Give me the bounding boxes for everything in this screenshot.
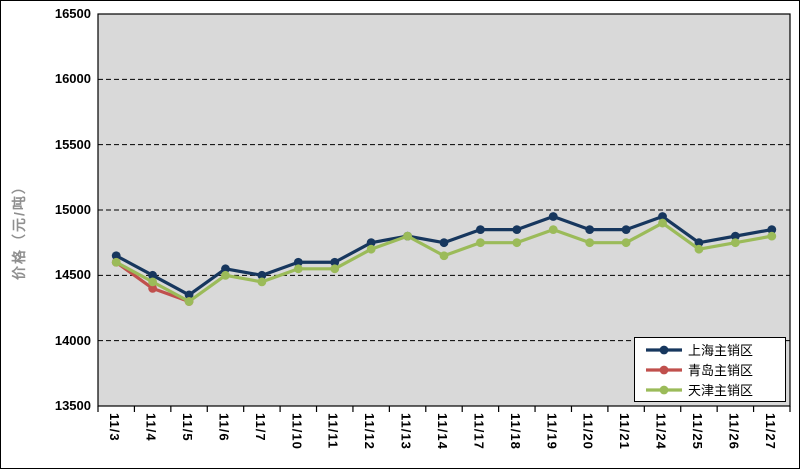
series-marker-tianjin	[548, 225, 558, 235]
x-tick-label: 11/17	[471, 413, 487, 450]
series-marker-tianjin	[694, 244, 704, 254]
x-tick-label: 11/7	[252, 413, 268, 442]
y-tick-label: 16500	[54, 6, 91, 21]
series-marker-tianjin	[148, 277, 158, 287]
y-tick-label: 14000	[54, 332, 91, 348]
x-tick-label: 11/14	[435, 413, 450, 450]
y-tick-label: 13500	[54, 398, 91, 413]
y-tick-label: 15000	[54, 202, 91, 217]
legend-label: 青岛主销区	[688, 363, 754, 378]
x-tick-label: 11/25	[689, 413, 705, 450]
series-marker-tianjin	[111, 257, 121, 267]
series-marker-shanghai	[548, 212, 558, 221]
series-marker-shanghai	[330, 257, 340, 267]
x-tick-label: 11/24	[653, 413, 669, 450]
series-marker-tianjin	[767, 231, 777, 241]
series-marker-shanghai	[366, 238, 376, 248]
series-marker-shanghai	[293, 257, 303, 267]
series-marker-shanghai	[512, 225, 522, 235]
series-marker-shanghai	[184, 290, 194, 300]
series-marker-tianjin	[403, 231, 412, 241]
legend-marker-icon	[646, 345, 682, 354]
series-marker-shanghai	[148, 270, 158, 280]
legend-item-qingdao: 青岛主销区	[645, 360, 785, 379]
x-tick-label: 11/21	[617, 413, 633, 450]
x-tick-label: 11/12	[362, 413, 378, 450]
legend-label: 天津主销区	[688, 383, 754, 398]
series-marker-qingdao	[148, 284, 158, 293]
series-marker-tianjin	[221, 270, 230, 280]
legend-marker-icon	[646, 385, 682, 394]
series-marker-shanghai	[221, 264, 230, 274]
series-marker-tianjin	[621, 238, 631, 248]
x-tick-label: 11/18	[507, 413, 523, 450]
y-tick-label: 15500	[54, 136, 91, 152]
series-marker-tianjin	[293, 264, 303, 274]
y-axis-title: 价格（元/吨）	[11, 178, 27, 280]
series-marker-tianjin	[330, 264, 340, 274]
x-tick-label: 11/6	[216, 413, 232, 442]
series-marker-tianjin	[585, 238, 595, 248]
y-tick-label: 14500	[54, 267, 91, 283]
legend-item-tianjin: 天津主销区	[645, 380, 785, 399]
series-marker-shanghai	[658, 212, 667, 221]
series-marker-tianjin	[476, 238, 485, 248]
series-marker-shanghai	[767, 225, 777, 235]
x-tick-label: 11/27	[762, 413, 778, 450]
series-marker-shanghai	[476, 225, 485, 235]
y-tick-label: 16000	[54, 71, 91, 87]
legend-marker-icon	[646, 365, 682, 374]
x-tick-label: 11/4	[143, 413, 159, 442]
series-marker-tianjin	[512, 238, 522, 248]
x-tick-label: 11/26	[726, 413, 742, 450]
x-tick-label: 11/19	[544, 413, 560, 450]
series-marker-tianjin	[366, 244, 376, 254]
series-marker-tianjin	[730, 238, 740, 248]
series-marker-shanghai	[585, 225, 595, 235]
legend-label: 上海主销区	[688, 343, 754, 358]
series-marker-shanghai	[111, 251, 121, 261]
series-marker-tianjin	[257, 277, 267, 287]
series-marker-tianjin	[439, 251, 449, 261]
series-marker-shanghai	[730, 231, 740, 241]
series-marker-shanghai	[621, 225, 631, 235]
series-marker-shanghai	[694, 238, 704, 248]
series-marker-tianjin	[658, 218, 667, 228]
x-tick-label: 11/3	[107, 413, 123, 442]
series-marker-shanghai	[257, 270, 267, 280]
x-tick-label: 11/10	[289, 413, 305, 450]
series-marker-tianjin	[184, 297, 194, 306]
legend-item-shanghai: 上海主销区	[645, 340, 785, 359]
legend: 上海主销区青岛主销区天津主销区	[634, 337, 786, 402]
x-tick-label: 11/5	[180, 413, 196, 442]
x-tick-label: 11/20	[580, 413, 596, 450]
x-tick-label: 11/13	[398, 413, 414, 450]
series-marker-shanghai	[439, 238, 449, 248]
x-tick-label: 11/11	[325, 413, 341, 450]
